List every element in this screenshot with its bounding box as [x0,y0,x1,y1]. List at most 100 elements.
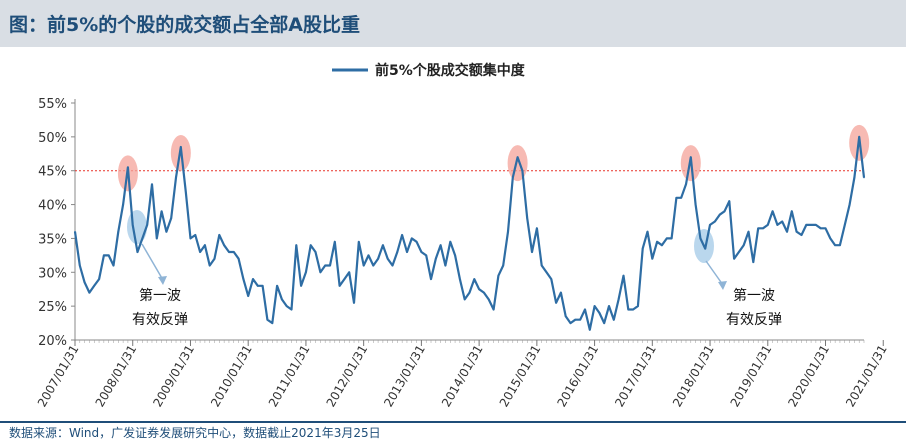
data-point [680,197,682,199]
x-tick-label: 2010/01/31 [208,343,255,410]
data-point [564,315,567,318]
data-point [641,247,644,250]
y-tick-label: 25% [38,300,67,315]
data-point [208,264,211,267]
data-point [598,312,601,314]
data-point [281,298,283,301]
data-point [314,251,317,253]
data-point [728,200,731,202]
annotation-arrow-head [718,281,727,290]
data-point [155,237,158,240]
title-bar: 图：前5%的个股的成交额占全部A股比重 [0,0,906,47]
x-tick-label: 2013/01/31 [381,343,428,410]
data-point [637,305,639,307]
data-point [391,264,394,267]
data-point [141,237,144,240]
data-point [714,220,716,223]
data-point [613,318,615,321]
data-point [319,271,322,274]
footer-divider [0,421,906,423]
data-point [266,318,269,321]
data-point [805,224,808,226]
data-point [122,203,124,206]
data-point [579,318,581,321]
data-point [810,224,812,226]
data-point [151,183,153,186]
data-point [237,257,240,260]
x-tick-label: 2011/01/31 [266,343,313,410]
data-point [709,224,711,226]
data-point [324,264,326,267]
annotation-label-line2: 有效反弹 [132,312,188,328]
data-point [218,234,221,236]
data-point [487,298,490,301]
data-point [232,251,235,253]
data-point [309,244,312,246]
data-point [175,176,177,179]
data-point [180,146,182,148]
x-tick-label: 2015/01/31 [497,343,544,410]
data-point [290,308,293,311]
data-point [829,237,832,240]
data-point [550,278,553,280]
data-point [560,291,562,294]
data-point [459,278,461,280]
data-point [107,254,110,257]
data-point [228,251,230,253]
data-point [127,166,129,169]
data-point [194,234,197,236]
y-tick-label: 40% [38,199,67,214]
data-point [771,210,774,213]
data-point [83,281,86,284]
data-point [507,230,509,233]
data-point [165,230,168,233]
annotation-arrow-line [705,260,724,286]
data-point [117,230,120,233]
data-point [276,285,278,287]
data-point [540,264,543,267]
data-point [588,329,591,331]
data-point [252,278,254,280]
data-point [497,274,500,277]
data-point [853,176,856,179]
data-point [353,301,355,304]
data-point [329,264,331,267]
data-point [800,234,803,236]
data-point [675,197,678,199]
data-point [747,230,750,233]
data-point [781,220,784,223]
data-point [425,254,428,257]
annotation-label-line2: 有效反弹 [726,312,782,328]
data-point [146,224,148,226]
x-tick-label: 2017/01/31 [612,343,659,410]
data-point [362,264,365,267]
data-point [632,308,634,311]
data-point [791,210,793,213]
data-point [213,257,216,260]
data-point [415,241,418,243]
data-point [608,305,610,307]
data-point [762,227,764,230]
data-point [160,210,163,213]
data-point [382,244,384,246]
data-point [199,251,201,253]
data-point [665,237,668,240]
data-point [819,227,822,230]
data-point [733,257,735,260]
data-point [699,237,702,240]
data-point [377,257,379,260]
x-tick-label: 2019/01/31 [728,343,775,410]
data-point [131,224,134,226]
data-point [478,288,480,291]
data-point [184,190,187,192]
data-point [516,156,519,158]
data-point [545,271,548,274]
data-point [406,251,408,253]
data-point [430,278,432,280]
y-tick-label: 20% [38,334,67,349]
data-point [694,203,697,206]
data-point [300,285,302,287]
data-point [372,264,375,267]
data-point [704,247,707,250]
data-point [343,278,346,280]
